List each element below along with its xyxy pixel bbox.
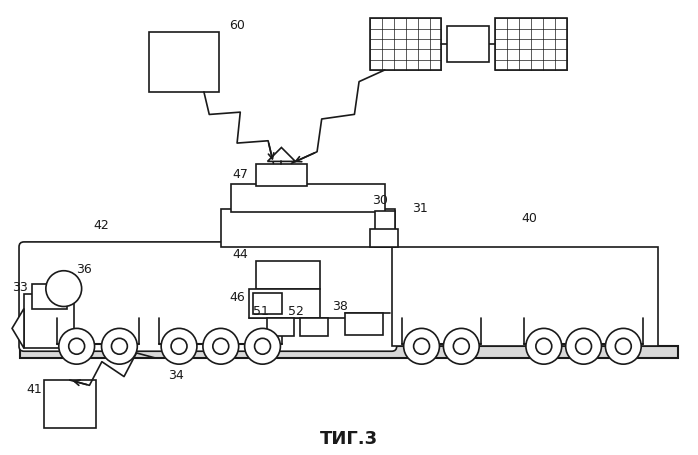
Text: 44: 44: [233, 248, 248, 261]
Bar: [20, 347, 678, 359]
Text: 38: 38: [332, 299, 348, 312]
Circle shape: [576, 339, 591, 354]
Circle shape: [536, 339, 551, 354]
Circle shape: [161, 329, 197, 364]
Circle shape: [526, 329, 562, 364]
Bar: [255, 261, 320, 289]
Bar: [392, 248, 658, 347]
Text: 34: 34: [168, 368, 184, 381]
Circle shape: [616, 339, 631, 354]
Text: 51: 51: [253, 304, 269, 317]
Bar: [32, 284, 67, 309]
Circle shape: [59, 329, 94, 364]
Text: 30: 30: [372, 193, 388, 206]
Bar: [267, 319, 295, 337]
Text: 31: 31: [412, 201, 427, 214]
Circle shape: [605, 329, 641, 364]
Circle shape: [203, 329, 239, 364]
Circle shape: [454, 339, 469, 354]
Text: 36: 36: [76, 263, 91, 276]
Circle shape: [414, 339, 429, 354]
Bar: [231, 185, 385, 212]
Bar: [253, 293, 283, 315]
Circle shape: [443, 329, 480, 364]
Circle shape: [244, 329, 281, 364]
Bar: [255, 165, 307, 187]
Bar: [370, 229, 398, 248]
Text: 41: 41: [26, 382, 42, 394]
Bar: [149, 33, 218, 93]
Text: 47: 47: [232, 167, 248, 181]
Bar: [44, 380, 96, 428]
Polygon shape: [267, 148, 295, 162]
Bar: [345, 314, 383, 336]
Text: 42: 42: [94, 218, 110, 231]
Circle shape: [46, 271, 82, 307]
Bar: [370, 19, 441, 71]
Text: 46: 46: [230, 290, 246, 303]
Text: 60: 60: [229, 19, 244, 32]
Text: 52: 52: [288, 304, 304, 317]
Text: ΤИГ.3: ΤИГ.3: [320, 429, 378, 447]
FancyBboxPatch shape: [19, 243, 396, 351]
Bar: [495, 19, 567, 71]
Circle shape: [255, 339, 271, 354]
Circle shape: [112, 339, 127, 354]
Circle shape: [171, 339, 187, 354]
Bar: [375, 212, 395, 248]
Text: 40: 40: [521, 211, 537, 224]
Circle shape: [101, 329, 138, 364]
Bar: [24, 294, 74, 349]
Circle shape: [565, 329, 602, 364]
Circle shape: [68, 339, 84, 354]
Bar: [221, 210, 395, 248]
Bar: [248, 289, 320, 319]
Polygon shape: [12, 309, 24, 349]
Circle shape: [213, 339, 229, 354]
Circle shape: [403, 329, 440, 364]
Bar: [447, 27, 489, 63]
Text: 33: 33: [12, 281, 28, 293]
Bar: [300, 319, 328, 337]
